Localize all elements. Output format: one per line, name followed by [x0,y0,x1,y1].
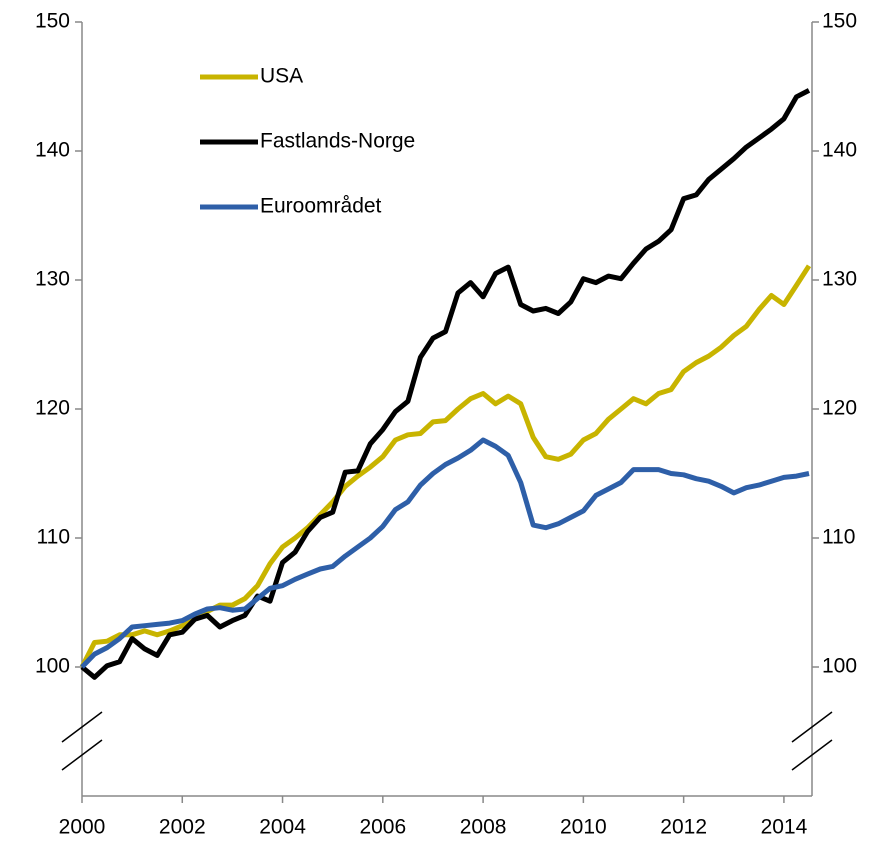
break-mark [791,711,833,743]
y2-tick-label: 110 [822,526,855,549]
y2-tick-label: 150 [822,10,857,33]
y-tick-label: 130 [35,268,70,291]
y2-tick-label: 130 [822,268,857,291]
x-tick-label: 2004 [259,816,306,839]
y2-tick-label: 120 [822,397,857,420]
axis-break [61,711,833,771]
y-tick-label: 150 [35,10,70,33]
x-tick-label: 2002 [159,816,206,839]
break-mark [61,711,103,743]
legend-label: Fastlands-Norge [260,130,415,153]
legend-label: Euroområdet [260,195,382,218]
y-tick-label: 100 [35,655,70,678]
series-line [80,88,811,680]
break-mark [791,739,833,771]
y-tick-label: 120 [35,397,70,420]
x-tick-label: 2008 [460,816,507,839]
x-tick-label: 2006 [359,816,406,839]
y2-tick-label: 140 [822,139,857,162]
break-mark [61,739,103,771]
x-tick-label: 2012 [660,816,707,839]
y-tick-label: 110 [37,526,70,549]
legend-label: USA [260,65,303,88]
y-tick-label: 140 [35,139,70,162]
x-tick-label: 2010 [560,816,607,839]
x-tick-label: 2014 [761,816,808,839]
series-line [80,437,810,669]
y2-tick-label: 100 [822,655,857,678]
series-line [79,264,812,669]
x-tick-label: 2000 [59,816,106,839]
